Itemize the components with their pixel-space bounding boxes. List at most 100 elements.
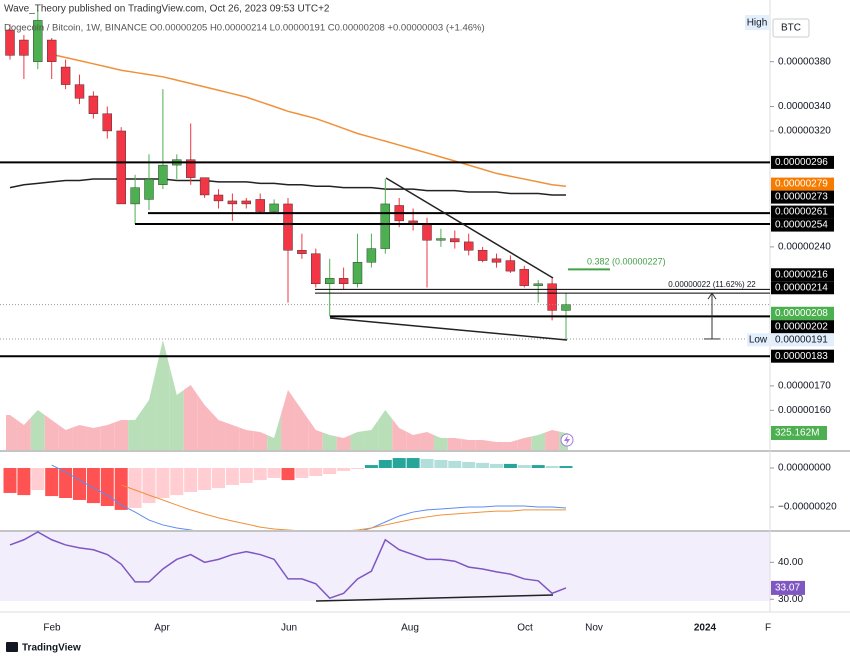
volume-area xyxy=(336,435,351,450)
candle-body xyxy=(505,260,516,272)
macd-histogram xyxy=(351,467,364,469)
moving-average xyxy=(9,178,566,196)
volume-area xyxy=(6,414,17,450)
lightning-glyph xyxy=(564,435,570,445)
price-tag-label: 0.00000183 xyxy=(775,351,828,362)
macd-histogram xyxy=(281,467,295,481)
y-tick-label: 30.00 xyxy=(778,594,803,605)
volume-area xyxy=(155,340,170,450)
candle-body xyxy=(422,223,432,241)
price-tag-label: 0.00000214 xyxy=(775,282,828,293)
candle-body xyxy=(519,269,529,286)
rsi-tag xyxy=(771,580,805,595)
volume-area xyxy=(364,420,379,450)
price-tag-label: 0.00000191 xyxy=(775,334,828,345)
price-tag-label: 0.00000273 xyxy=(775,192,828,203)
macd-histogram xyxy=(448,460,462,468)
macd-histogram xyxy=(142,467,156,504)
y-tick-label: 0.00000160 xyxy=(778,405,831,416)
volume-area xyxy=(30,410,45,450)
volume-area xyxy=(239,427,254,450)
macd-histogram xyxy=(170,467,184,496)
macd-histogram xyxy=(545,466,559,468)
y-tick-label: 0.00000170 xyxy=(778,381,831,392)
volume-area xyxy=(308,420,323,450)
volume-label: 325.162M xyxy=(775,428,819,439)
candle-body xyxy=(227,200,238,205)
volume-area xyxy=(114,420,129,450)
candle-body xyxy=(199,177,210,196)
y-tick-label: 0.00000000 xyxy=(778,463,831,474)
macd-histogram xyxy=(253,467,267,481)
candle-body xyxy=(311,253,321,285)
candle-body xyxy=(185,159,196,178)
macd-histogram xyxy=(128,467,142,508)
legend: Dogecoin / Bitcoin, 1W, BINANCE O0.00000… xyxy=(4,23,485,34)
macd-histogram xyxy=(337,467,351,471)
price-tag-label: 0.00000254 xyxy=(775,220,828,231)
fib-label: 0.382 (0.00000227) xyxy=(587,257,666,267)
macd-histogram xyxy=(420,459,434,468)
volume-area xyxy=(58,425,73,450)
volume-area xyxy=(420,431,434,450)
macd-histogram xyxy=(434,459,448,468)
macd-line xyxy=(51,464,567,530)
macd-histogram xyxy=(17,467,31,496)
volume-area xyxy=(86,426,101,450)
volume-area xyxy=(211,412,226,450)
macd-histogram xyxy=(198,467,212,491)
macd-histogram xyxy=(45,467,59,497)
price-tag xyxy=(771,349,834,363)
measure-head xyxy=(707,292,717,300)
candle-body xyxy=(130,187,140,205)
macd-histogram xyxy=(212,467,225,489)
volume-area xyxy=(545,430,560,450)
x-axis-label: 2024 xyxy=(694,623,717,634)
price-tag xyxy=(771,177,834,191)
volume-area xyxy=(197,394,212,450)
candle-body xyxy=(144,178,154,200)
candle-body xyxy=(269,203,279,212)
candle-body xyxy=(464,241,474,251)
candle-body xyxy=(283,203,293,251)
candle-body xyxy=(547,283,557,311)
x-axis-label: Apr xyxy=(154,623,170,634)
macd-histogram xyxy=(225,467,239,485)
candle-body xyxy=(436,238,446,241)
macd-pane xyxy=(3,458,573,530)
moving-average xyxy=(51,53,567,187)
price-tag-label: 0.00000279 xyxy=(775,179,828,190)
macd-histogram xyxy=(73,467,86,500)
candle-body xyxy=(477,250,488,261)
measure-label: 0.00000022 (11.62%) 22 xyxy=(668,280,756,289)
rsi-label: 33.07 xyxy=(775,583,800,594)
footer: TradingView xyxy=(22,643,81,654)
volume-area xyxy=(378,410,393,450)
volume-area xyxy=(392,419,407,450)
volume-area xyxy=(489,440,504,450)
macd-histogram xyxy=(490,463,503,468)
currency-box xyxy=(772,18,810,38)
price-tag xyxy=(771,190,834,204)
volume-area xyxy=(322,432,337,450)
macd-histogram xyxy=(59,467,73,499)
price-tag-label: 0.00000208 xyxy=(775,308,828,319)
macd-histogram xyxy=(323,467,337,475)
macd-histogram xyxy=(476,462,490,468)
volume-area xyxy=(281,390,295,450)
candle-body xyxy=(338,278,349,285)
volume-area xyxy=(294,400,309,450)
candle-body xyxy=(366,248,377,263)
y-tick-label: −0.00000020 xyxy=(778,502,837,513)
volume-area xyxy=(169,367,184,450)
macd-histogram xyxy=(156,467,170,499)
candle-body xyxy=(533,283,543,286)
macd-histogram xyxy=(531,465,545,468)
candle-body xyxy=(47,39,57,62)
volume-area xyxy=(503,440,518,450)
volume-tag xyxy=(771,425,827,440)
candle-body xyxy=(60,66,71,85)
candle-body xyxy=(325,278,335,285)
candle-body xyxy=(74,84,85,99)
price-tag xyxy=(771,155,834,169)
